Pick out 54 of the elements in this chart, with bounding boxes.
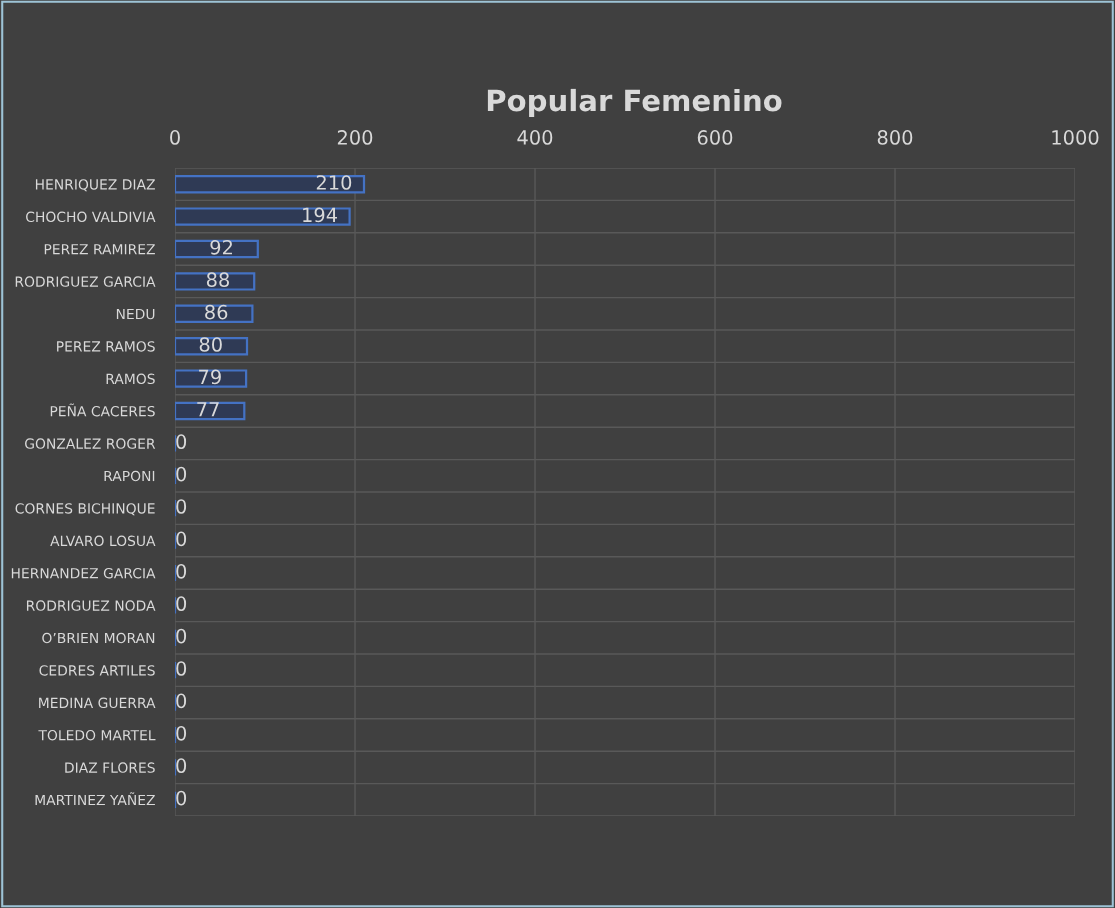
x-tick-label: 0 — [170, 130, 180, 145]
data-label: 0 — [176, 563, 187, 579]
data-label: 0 — [176, 499, 187, 514]
y-tick-label: RODRIGUEZ NODA — [26, 600, 156, 611]
y-tick-label: HENRIQUEZ DIAZ — [35, 179, 155, 192]
data-label: 194 — [303, 207, 338, 223]
y-tick-label: ALVARO LOSUA — [50, 535, 156, 547]
data-label: 0 — [176, 531, 187, 547]
y-tick-label: CEDRES ARTILES — [39, 665, 155, 676]
y-tick-label: PEÑA CACERES — [50, 403, 155, 417]
data-label: 92 — [210, 239, 232, 255]
y-tick-label: PEREZ RAMIREZ — [44, 244, 155, 255]
y-tick-label: RODRIGUEZ GARCIA — [15, 276, 156, 287]
y-tick-label: NEDU — [116, 308, 155, 320]
data-label: 0 — [176, 661, 187, 676]
bar — [175, 207, 351, 226]
data-label: 88 — [206, 272, 229, 288]
y-tick-label: PEREZ RAMOS — [57, 341, 155, 352]
data-label: 0 — [176, 758, 187, 774]
bar — [175, 401, 246, 421]
y-tick-label: O’BRIEN MORAN — [42, 632, 155, 644]
data-label: 0 — [176, 628, 187, 644]
y-tick-label: GONZALEZ ROGER — [25, 438, 156, 449]
y-tick-label: MARTINEZ YAÑEZ — [35, 792, 155, 806]
data-label: 0 — [176, 596, 187, 612]
y-tick-label: MEDINA GUERRA — [39, 697, 156, 709]
y-tick-label: CORNES BICHINQUE — [15, 503, 155, 516]
data-label: 0 — [176, 693, 187, 709]
x-tick-label: 1000 — [1052, 130, 1099, 145]
data-label: 0 — [176, 466, 187, 482]
data-label: 0 — [176, 790, 187, 806]
y-tick-label: HERNANDEZ GARCIA — [11, 567, 156, 579]
bar — [175, 369, 248, 388]
bar — [175, 304, 254, 324]
data-label: 0 — [176, 434, 187, 450]
chart-title: Popular Femenino — [487, 88, 782, 118]
y-tick-label: CHOCHO VALDIVIA — [26, 211, 156, 223]
data-label: 80 — [199, 337, 222, 352]
data-label: 0 — [176, 725, 187, 741]
data-label: 86 — [205, 304, 228, 320]
data-label: 79 — [199, 369, 221, 385]
x-tick-label: 200 — [337, 130, 373, 145]
bar — [175, 174, 366, 194]
x-tick-label: 400 — [517, 130, 553, 145]
data-label: 210 — [316, 175, 352, 190]
x-tick-label: 800 — [877, 130, 913, 145]
y-tick-label: TOLEDO MARTEL — [38, 729, 156, 741]
y-tick-label: RAPONI — [104, 470, 155, 482]
x-tick-label: 600 — [697, 130, 733, 145]
bar — [175, 239, 259, 259]
data-label: 77 — [197, 402, 219, 417]
bar — [175, 272, 256, 291]
y-tick-label: RAMOS — [106, 373, 155, 385]
y-tick-label: DIAZ FLORES — [65, 762, 155, 773]
